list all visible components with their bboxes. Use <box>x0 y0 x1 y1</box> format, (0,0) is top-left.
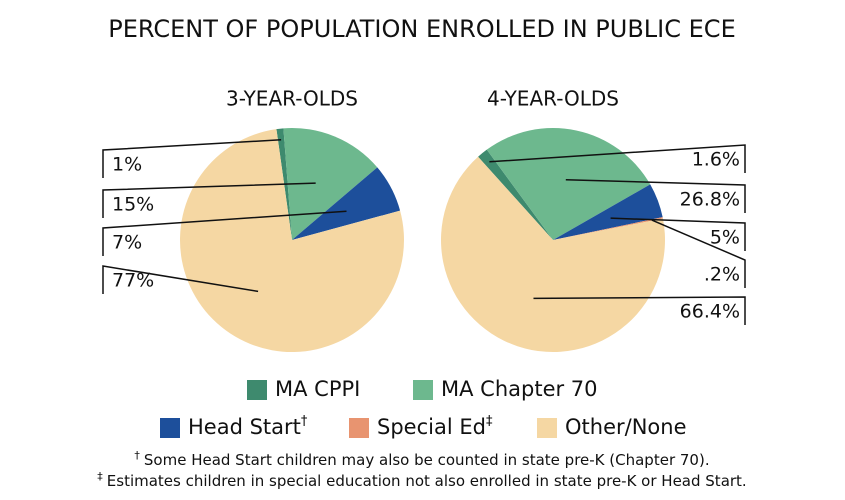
pie-slice <box>180 129 404 352</box>
legend-label: MA Chapter 70 <box>441 377 598 401</box>
leader-line <box>610 217 746 251</box>
legend-swatch <box>413 380 433 400</box>
legend-note: † <box>301 414 308 429</box>
data-label: 66.4% <box>680 301 740 323</box>
leader-line <box>102 139 282 178</box>
leader-line <box>102 210 347 256</box>
legend-label: Special Ed‡ <box>377 414 493 440</box>
pie-slice <box>486 128 651 240</box>
pie-slice <box>553 217 663 240</box>
data-label: .2% <box>704 264 740 286</box>
legend-label: Other/None <box>565 415 687 439</box>
data-label: 1% <box>112 154 142 176</box>
legend-label: MA CPPI <box>275 377 360 401</box>
pie-slice <box>553 184 663 240</box>
pie-slice <box>478 149 553 240</box>
legend-swatch <box>247 380 267 400</box>
leader-line <box>533 296 746 325</box>
data-label: 7% <box>112 232 142 254</box>
leader-line <box>102 265 259 294</box>
legend-name: Special Ed <box>377 415 486 439</box>
legend-note: ‡ <box>486 414 493 429</box>
leader-line <box>651 219 746 288</box>
leader-line <box>565 178 746 213</box>
footnote: ‡ Estimates children in special education… <box>97 470 746 490</box>
data-label: 26.8% <box>680 189 740 211</box>
pie-title: 3-YEAR-OLDS <box>226 87 358 111</box>
legend-swatch <box>349 418 369 438</box>
legend-name: Head Start <box>188 415 301 439</box>
data-label: 5% <box>710 227 740 249</box>
legend-name: Other/None <box>565 415 687 439</box>
data-label: 15% <box>112 194 154 216</box>
legend-swatch <box>537 418 557 438</box>
footnote-mark: ‡ <box>97 470 103 483</box>
leader-line <box>102 182 316 218</box>
footnote-text: Some Head Start children may also be cou… <box>144 451 710 469</box>
pie-slice <box>283 128 378 240</box>
footnote: † Some Head Start children may also be co… <box>134 449 709 469</box>
footnote-mark: † <box>134 449 140 462</box>
legend-name: MA Chapter 70 <box>441 377 598 401</box>
chart-title: PERCENT OF POPULATION ENROLLED IN PUBLIC… <box>108 15 735 43</box>
data-label: 1.6% <box>692 149 740 171</box>
legend-swatch <box>160 418 180 438</box>
legend-label: Head Start† <box>188 414 308 440</box>
footnote-text: Estimates children in special education … <box>107 472 747 490</box>
pie-slice <box>292 167 401 240</box>
data-label: 77% <box>112 270 154 292</box>
pie-slice <box>441 156 665 352</box>
leader-line <box>489 144 746 173</box>
legend-name: MA CPPI <box>275 377 360 401</box>
pie-title: 4-YEAR-OLDS <box>487 87 619 111</box>
